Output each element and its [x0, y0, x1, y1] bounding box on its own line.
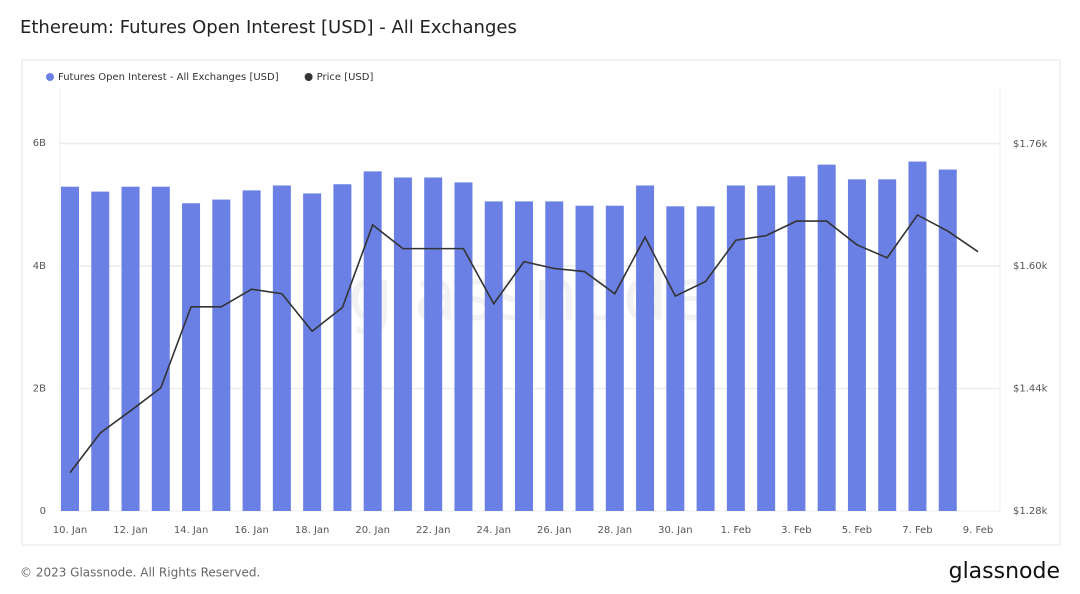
x-tick-label: 9. Feb	[963, 525, 993, 536]
bar	[726, 185, 745, 511]
bar	[515, 201, 533, 512]
x-tick-label: 28. Jan	[598, 525, 633, 536]
x-tick-label: 18. Jan	[295, 525, 330, 536]
bar	[575, 205, 594, 511]
bar	[61, 186, 79, 511]
bar	[424, 177, 443, 512]
bar	[636, 185, 655, 511]
bar	[182, 203, 201, 511]
x-tick-label: 5. Feb	[842, 525, 872, 536]
bar	[333, 184, 352, 511]
x-tick-label: 26. Jan	[537, 525, 572, 536]
legend-label: Futures Open Interest - All Exchanges [U…	[58, 72, 279, 83]
x-tick-label: 30. Jan	[658, 525, 693, 536]
x-tick-label: 16. Jan	[234, 525, 269, 536]
y2-tick-label: $1.76k	[1013, 139, 1048, 150]
bar	[878, 179, 897, 511]
bar	[303, 193, 322, 511]
bar	[847, 179, 866, 511]
x-tick-label: 10. Jan	[53, 525, 88, 536]
bar	[91, 191, 110, 511]
y-tick-label: 4B	[33, 261, 46, 272]
bar	[242, 190, 261, 511]
x-tick-label: 14. Jan	[174, 525, 209, 536]
bar	[605, 205, 624, 511]
logo: glassnode	[949, 559, 1060, 584]
legend-marker	[304, 73, 313, 81]
x-tick-label: 1. Feb	[721, 525, 751, 536]
x-tick-label: 7. Feb	[902, 525, 932, 536]
bar	[757, 185, 776, 511]
bar	[938, 169, 957, 511]
bar	[484, 201, 503, 512]
bar	[787, 176, 806, 511]
bar	[545, 201, 564, 512]
x-tick-label: 22. Jan	[416, 525, 451, 536]
bar	[151, 186, 170, 511]
price-line	[69, 213, 979, 474]
bar	[212, 199, 231, 511]
bar	[817, 164, 836, 511]
bar	[696, 206, 715, 512]
bar	[272, 185, 291, 511]
x-tick-label: 24. Jan	[476, 525, 511, 536]
y-tick-label: 0	[40, 506, 46, 517]
y2-tick-label: $1.44k	[1013, 384, 1048, 395]
bar	[121, 186, 140, 511]
y2-tick-label: $1.60k	[1013, 261, 1048, 272]
x-tick-label: 20. Jan	[355, 525, 390, 536]
chart-frame	[21, 59, 1061, 546]
x-tick-label: 3. Feb	[781, 525, 811, 536]
y-tick-label: 6B	[33, 138, 46, 149]
footer: © 2023 Glassnode. All Rights Reserved.	[20, 566, 260, 580]
y2-tick-label: $1.28k	[1013, 506, 1048, 517]
legend-marker	[46, 73, 54, 81]
bar	[363, 171, 382, 512]
bar	[393, 177, 412, 512]
bar	[666, 206, 685, 512]
x-tick-label: 12. Jan	[113, 525, 148, 536]
bar	[454, 182, 473, 511]
legend-label: Price [USD]	[317, 72, 374, 83]
chart-title: Ethereum: Futures Open Interest [USD] - …	[20, 17, 517, 38]
bar	[908, 161, 927, 511]
y-tick-label: 2B	[33, 383, 46, 394]
